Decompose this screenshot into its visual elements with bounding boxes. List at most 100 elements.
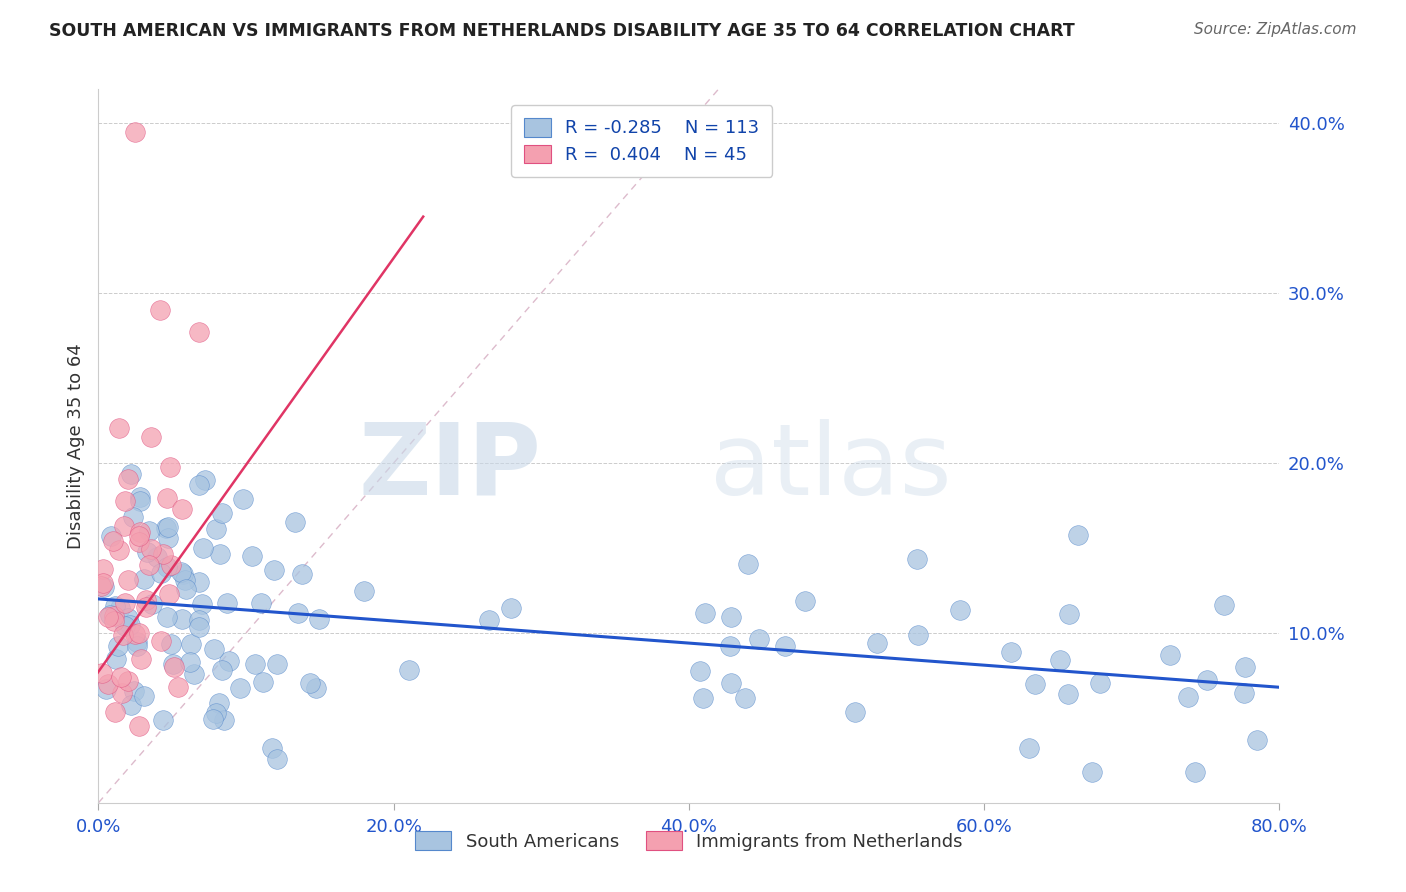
Point (176, 582, 198, 596)
Point (1246, 733, 1268, 747)
Point (156, 532, 179, 546)
Point (191, 597, 214, 611)
Point (1197, 673, 1219, 688)
Point (112, 519, 135, 533)
Point (162, 657, 184, 671)
Point (135, 593, 157, 607)
Point (229, 681, 252, 696)
Point (266, 752, 288, 766)
Point (132, 689, 155, 703)
Point (718, 640, 741, 654)
Point (90, 579, 112, 593)
Point (720, 676, 742, 690)
Point (107, 639, 129, 653)
Point (114, 619, 136, 633)
Point (183, 666, 205, 681)
Point (108, 543, 131, 558)
Point (110, 670, 132, 684)
Point (97, 610, 120, 624)
Point (111, 686, 134, 700)
Point (291, 567, 314, 582)
Point (737, 557, 759, 571)
Point (720, 610, 742, 624)
Point (127, 635, 149, 649)
Point (501, 601, 523, 615)
Point (129, 524, 152, 539)
Point (263, 563, 285, 577)
Point (1057, 687, 1080, 701)
Point (218, 655, 240, 669)
Point (157, 587, 180, 601)
Point (129, 490, 152, 504)
Point (905, 552, 928, 566)
Point (156, 610, 179, 624)
Point (243, 657, 266, 671)
Point (1184, 765, 1206, 780)
Point (167, 680, 190, 694)
Point (110, 601, 132, 615)
Point (114, 596, 136, 610)
Point (180, 637, 202, 651)
Point (689, 664, 711, 678)
Point (191, 541, 214, 555)
Point (194, 473, 217, 487)
Point (211, 507, 233, 521)
Point (141, 430, 163, 444)
Text: Source: ZipAtlas.com: Source: ZipAtlas.com (1194, 22, 1357, 37)
Point (1049, 653, 1071, 667)
Point (114, 493, 136, 508)
Point (103, 614, 125, 628)
Point (129, 652, 152, 666)
Point (1024, 677, 1046, 691)
Point (866, 636, 889, 650)
Point (174, 574, 197, 588)
Point (128, 529, 150, 543)
Point (478, 613, 501, 627)
Point (1000, 645, 1022, 659)
Point (117, 611, 139, 625)
Point (948, 602, 970, 616)
Point (103, 534, 125, 549)
Point (104, 599, 127, 613)
Point (169, 565, 191, 579)
Point (250, 596, 273, 610)
Point (90, 666, 112, 681)
Point (773, 639, 796, 653)
Point (139, 541, 162, 556)
Point (160, 558, 183, 573)
Point (205, 706, 228, 720)
Point (262, 741, 284, 756)
Point (117, 674, 139, 689)
Point (128, 719, 150, 733)
Point (163, 660, 186, 674)
Point (120, 698, 142, 712)
Point (129, 494, 152, 508)
Point (96, 682, 118, 697)
Point (188, 620, 211, 634)
Point (734, 691, 756, 706)
Point (232, 492, 254, 507)
Point (124, 627, 146, 641)
Text: ZIP: ZIP (359, 419, 541, 516)
Point (266, 657, 288, 672)
Text: atlas: atlas (710, 419, 952, 516)
Point (1081, 765, 1104, 780)
Point (188, 478, 211, 492)
Point (152, 547, 174, 561)
Point (156, 560, 179, 574)
Point (1090, 676, 1112, 690)
Point (149, 303, 172, 318)
Point (159, 637, 181, 651)
Point (187, 613, 209, 627)
Point (179, 655, 201, 669)
Point (156, 520, 179, 534)
Point (209, 547, 232, 561)
Point (170, 612, 193, 626)
Point (299, 675, 322, 690)
Point (287, 607, 309, 621)
Point (117, 472, 139, 486)
Point (152, 713, 174, 727)
Point (155, 520, 177, 534)
Y-axis label: Disability Age 35 to 64: Disability Age 35 to 64 (66, 343, 84, 549)
Point (124, 125, 146, 139)
